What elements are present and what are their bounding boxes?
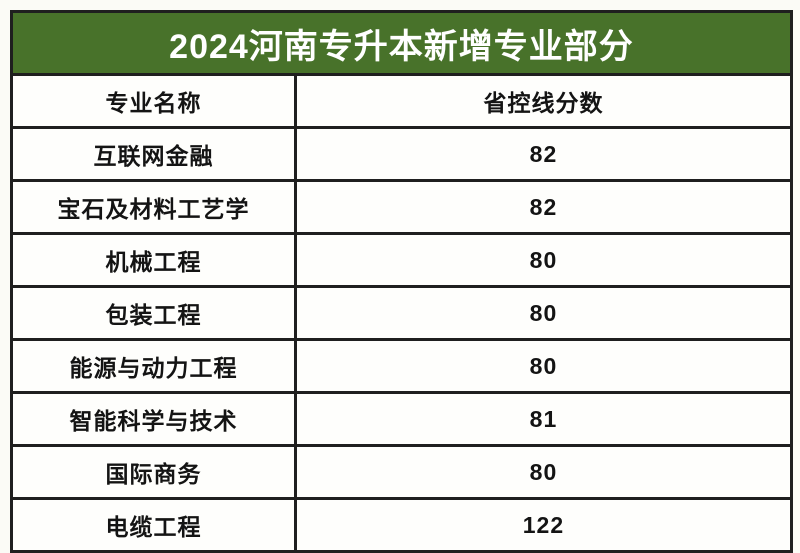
score-cell: 81 (293, 391, 794, 447)
score-cell: 82 (293, 126, 794, 182)
table-row: 能源与动力工程 80 (10, 338, 794, 394)
table-header-row: 专业名称 省控线分数 (10, 73, 794, 129)
score-cell: 122 (293, 497, 794, 553)
major-name-cell: 电缆工程 (10, 497, 297, 553)
table-body: 互联网金融 82 宝石及材料工艺学 82 机械工程 80 包装工程 80 能源与… (10, 126, 794, 553)
page-title: 2024河南专升本新增专业部分 (10, 10, 793, 76)
column-header-score: 省控线分数 (293, 73, 794, 129)
score-cell: 80 (293, 338, 794, 394)
table-row: 电缆工程 122 (10, 497, 794, 553)
major-name-cell: 智能科学与技术 (10, 391, 297, 447)
table-row: 包装工程 80 (10, 285, 794, 341)
column-header-major: 专业名称 (10, 73, 297, 129)
table-row: 国际商务 80 (10, 444, 794, 500)
major-name-cell: 能源与动力工程 (10, 338, 297, 394)
score-cell: 80 (293, 285, 794, 341)
major-name-cell: 国际商务 (10, 444, 297, 500)
table-row: 互联网金融 82 (10, 126, 794, 182)
major-name-cell: 包装工程 (10, 285, 297, 341)
infographic-sheet: 2024河南专升本新增专业部分 专业名称 省控线分数 互联网金融 82 宝石及材… (10, 10, 794, 553)
score-table: 2024河南专升本新增专业部分 专业名称 省控线分数 互联网金融 82 宝石及材… (10, 10, 794, 553)
major-name-cell: 机械工程 (10, 232, 297, 288)
major-name-cell: 互联网金融 (10, 126, 297, 182)
table-row: 智能科学与技术 81 (10, 391, 794, 447)
score-cell: 82 (293, 179, 794, 235)
table-row: 机械工程 80 (10, 232, 794, 288)
score-cell: 80 (293, 444, 794, 500)
major-name-cell: 宝石及材料工艺学 (10, 179, 297, 235)
score-cell: 80 (293, 232, 794, 288)
banner-row: 2024河南专升本新增专业部分 (10, 10, 793, 76)
table-row: 宝石及材料工艺学 82 (10, 179, 794, 235)
